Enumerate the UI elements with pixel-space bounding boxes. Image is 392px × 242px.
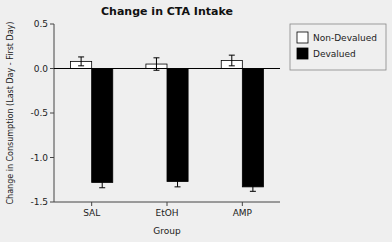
y-tick-label: -1.0: [30, 153, 48, 163]
bar: [242, 69, 263, 187]
error-cap: [153, 57, 159, 58]
error-line: [231, 55, 232, 66]
legend-frame: [290, 24, 386, 70]
zero-line: [54, 68, 280, 69]
legend-label: Devalued: [313, 49, 356, 59]
y-axis: [54, 24, 55, 202]
y-label: Change in Consumption (Last Day - First …: [6, 22, 15, 205]
x-label: Group: [153, 226, 181, 236]
x-tick: [242, 202, 243, 206]
y-tick: [50, 202, 54, 203]
error-cap: [229, 65, 235, 66]
error-cap: [99, 187, 105, 188]
x-tick: [167, 202, 168, 206]
error-line: [102, 177, 103, 188]
error-cap: [99, 177, 105, 178]
x-tick: [91, 202, 92, 206]
error-cap: [175, 176, 181, 177]
y-tick: [50, 157, 54, 158]
error-bar: [250, 182, 256, 191]
y-tick: [50, 68, 54, 69]
legend-swatch: [297, 32, 308, 43]
y-tick-label: 0.0: [34, 64, 49, 74]
bar: [92, 69, 113, 183]
error-cap: [229, 55, 235, 56]
error-cap: [78, 56, 84, 57]
error-cap: [250, 182, 256, 183]
error-cap: [250, 191, 256, 192]
error-line: [252, 182, 253, 191]
legend-swatch: [297, 48, 308, 59]
legend: Non-Devalued Devalued: [290, 24, 386, 70]
y-tick: [50, 113, 54, 114]
error-bar: [175, 176, 181, 187]
error-cap: [78, 65, 84, 66]
error-cap: [153, 70, 159, 71]
x-tick-label: AMP: [233, 208, 253, 218]
error-bar: [99, 177, 105, 188]
error-bar: [229, 55, 235, 66]
bar: [167, 69, 188, 182]
error-line: [81, 57, 82, 66]
chart: -1.5 -1.0 -0.5 0.0 0.5 SAL EtOH AMP Change in CT…: [0, 0, 392, 242]
x-tick-label: EtOH: [155, 208, 178, 218]
legend-label: Non-Devalued: [313, 33, 377, 43]
y-tick-label: 0.5: [34, 19, 48, 29]
x-tick-label: SAL: [83, 208, 100, 218]
y-tick-label: -1.5: [30, 197, 48, 207]
y-tick: [50, 24, 54, 25]
y-tick-label: -0.5: [30, 108, 48, 118]
bars: [71, 55, 264, 191]
error-cap: [175, 186, 181, 187]
error-bar: [78, 57, 84, 66]
title: Change in CTA Intake: [101, 5, 233, 18]
error-line: [177, 176, 178, 187]
